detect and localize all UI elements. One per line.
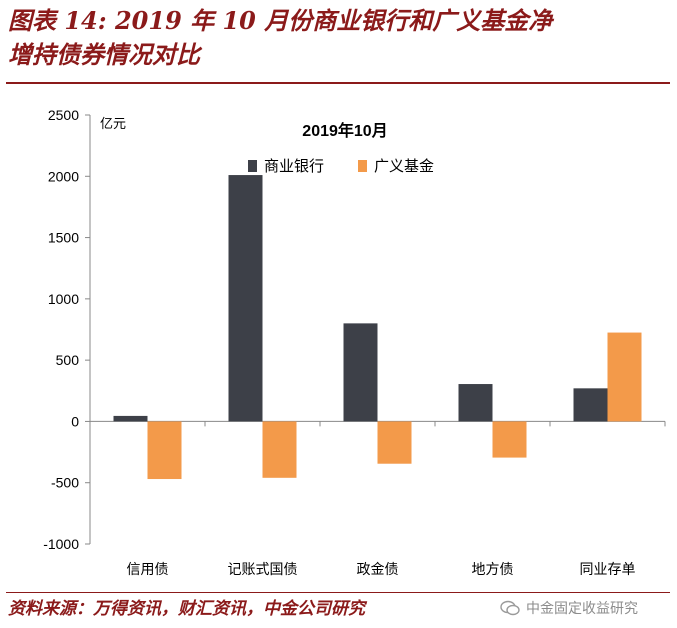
y-tick-label: 500 bbox=[56, 352, 80, 368]
bar-bank-4 bbox=[573, 388, 608, 422]
legend-label: 广义基金 bbox=[374, 157, 434, 175]
bar-bank-2 bbox=[343, 323, 378, 422]
figure-title-line-1: 图表 14: 2019 年 10 月份商业银行和广义基金净 bbox=[8, 6, 553, 35]
bar-bank-3 bbox=[458, 384, 493, 422]
y-tick-label: -500 bbox=[51, 475, 79, 491]
x-tick-label: 同业存单 bbox=[580, 562, 636, 578]
watermark: 中金固定收益研究 bbox=[500, 598, 638, 618]
legend-swatch bbox=[358, 160, 367, 172]
bar-fund-0 bbox=[147, 421, 182, 480]
legend: 商业银行 广义基金 bbox=[248, 157, 434, 175]
y-tick-label: 0 bbox=[71, 413, 79, 429]
legend-label: 商业银行 bbox=[264, 157, 324, 175]
y-tick-label: 1500 bbox=[48, 230, 79, 246]
figure-title: 图表 14: 2019 年 10 月份商业银行和广义基金净 增持债券情况对比 bbox=[8, 4, 668, 72]
y-tick-label: -1000 bbox=[43, 536, 79, 552]
bar-bank-1 bbox=[228, 175, 263, 422]
wechat-icon bbox=[500, 600, 520, 616]
source-note: 资料来源：万得资讯，财汇资讯，中金公司研究 bbox=[8, 599, 365, 619]
title-divider bbox=[6, 82, 670, 84]
footer-divider bbox=[6, 592, 670, 593]
plot-area: -1000 -500 0 500 1000 1500 2000 2500 信用债 记账式国债 政金债… bbox=[43, 107, 666, 578]
x-tick-label: 信用债 bbox=[127, 562, 169, 578]
x-tick-label: 政金债 bbox=[357, 562, 399, 578]
x-tick-label: 记账式国债 bbox=[228, 562, 298, 578]
legend-swatch bbox=[248, 160, 257, 172]
figure-title-line-2: 增持债券情况对比 bbox=[8, 40, 200, 69]
y-tick-label: 1000 bbox=[48, 291, 79, 307]
y-tick-label: 2500 bbox=[48, 107, 79, 123]
x-tick-label: 地方债 bbox=[472, 562, 514, 578]
bar-fund-4 bbox=[607, 332, 642, 422]
bar-fund-1 bbox=[262, 421, 297, 478]
bar-fund-3 bbox=[492, 421, 527, 458]
y-axis-unit-label: 亿元 bbox=[100, 117, 126, 132]
watermark-text: 中金固定收益研究 bbox=[526, 601, 638, 617]
bar-bank-0 bbox=[113, 415, 148, 422]
y-tick-label: 2000 bbox=[48, 168, 79, 184]
bar-fund-2 bbox=[377, 421, 412, 464]
chart-title: 2019年10月 bbox=[302, 121, 387, 140]
